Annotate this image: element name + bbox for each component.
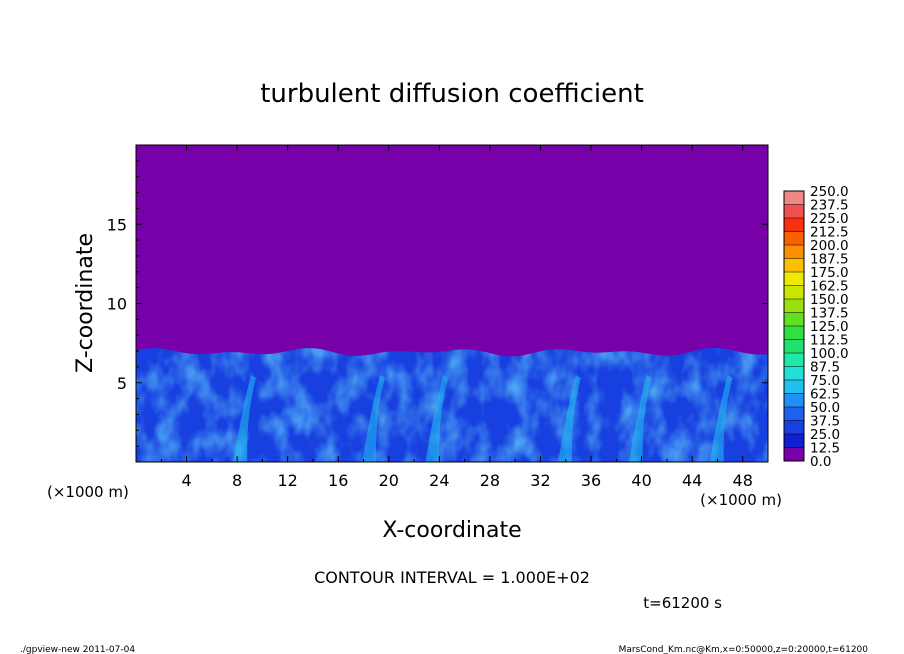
colorbar-swatch	[784, 447, 804, 461]
y-axis: 5 10 15	[107, 160, 768, 447]
colorbar-label: 237.5	[810, 198, 849, 214]
time-label: t=61200 s	[643, 594, 722, 612]
colorbar-label: 100.0	[810, 346, 849, 362]
colorbar-label: 250.0	[810, 184, 849, 200]
x-tick-label: 24	[429, 471, 449, 490]
colorbar-label: 125.0	[810, 319, 849, 335]
colorbar-swatch	[784, 407, 804, 421]
x-tick-label: 40	[631, 471, 651, 490]
x-tick-label: 28	[480, 471, 500, 490]
colorbar-label: 50.0	[810, 400, 840, 416]
updraft-plume	[709, 374, 733, 462]
colorbar-label: 175.0	[810, 265, 849, 281]
updraft-plume	[233, 374, 257, 462]
colorbar-swatch	[784, 420, 804, 434]
x-tick-label: 48	[733, 471, 753, 490]
x-tick-label: 8	[232, 471, 242, 490]
colorbar-swatch	[784, 353, 804, 367]
y-tick-label: 5	[117, 374, 127, 393]
colorbar-swatch	[784, 204, 804, 218]
updraft-plume	[558, 374, 581, 462]
x-tick-label: 4	[181, 471, 191, 490]
colorbar-label: 37.5	[810, 414, 840, 430]
y-tick-label: 15	[107, 215, 127, 234]
x-tick-label: 32	[530, 471, 550, 490]
colorbar-label: 62.5	[810, 387, 840, 403]
colorbar-swatch	[784, 312, 804, 326]
x-tick-label: 16	[328, 471, 348, 490]
y-tick-label: 10	[107, 295, 127, 314]
colorbar-swatch	[784, 245, 804, 259]
footer-left: ./gpview-new 2011-07-04	[20, 645, 135, 654]
x-tick-label: 20	[379, 471, 399, 490]
colorbar-label: 150.0	[810, 292, 849, 308]
colorbar-swatch	[784, 380, 804, 394]
updraft-plume	[628, 374, 652, 462]
updraft-plumes	[233, 374, 733, 462]
colorbar-label: 112.5	[810, 333, 849, 349]
colorbar-label: 212.5	[810, 225, 849, 241]
updraft-plume	[362, 374, 386, 462]
footer-right: MarsCond_Km.nc@Km,x=0:50000,z=0:20000,t=…	[619, 645, 869, 654]
y-axis-title: Z-coordinate	[73, 233, 98, 373]
colorbar-label: 200.0	[810, 238, 849, 254]
colorbar-swatch	[784, 191, 804, 205]
updraft-plume	[425, 374, 449, 462]
x-unit-label: (×1000 m)	[700, 491, 782, 509]
colorbar-swatch	[784, 258, 804, 272]
colorbar-label: 162.5	[810, 279, 849, 295]
colorbar-label: 87.5	[810, 360, 840, 376]
colorbar-swatch	[784, 272, 804, 286]
chart-title: turbulent diffusion coefficient	[260, 79, 644, 109]
colorbar-swatch	[784, 285, 804, 299]
colorbar-label: 225.0	[810, 211, 849, 227]
colorbar-swatch	[784, 339, 804, 353]
colorbar-swatch	[784, 299, 804, 313]
colorbar-swatch	[784, 231, 804, 245]
x-axis: 4 8 12 16 20 24 28 32 36 40 44 48	[160, 145, 753, 490]
colorbar: 0.012.525.037.550.062.575.087.5100.0112.…	[783, 184, 849, 470]
colorbar-swatch	[784, 434, 804, 448]
colorbar-label: 12.5	[810, 441, 840, 457]
x-axis-title: X-coordinate	[382, 518, 521, 543]
x-tick-label: 44	[682, 471, 702, 490]
colorbar-label: 25.0	[810, 427, 840, 443]
colorbar-swatch	[784, 366, 804, 380]
x-tick-label: 12	[278, 471, 298, 490]
x-tick-label: 36	[581, 471, 601, 490]
colorbar-swatch	[784, 393, 804, 407]
plot-area	[135, 144, 769, 463]
colorbar-label: 187.5	[810, 252, 849, 268]
colorbar-swatch	[784, 326, 804, 340]
contour-interval-label: CONTOUR INTERVAL = 1.000E+02	[314, 568, 590, 587]
colorbar-label: 137.5	[810, 306, 849, 322]
colorbar-swatch	[784, 218, 804, 232]
colorbar-label: 75.0	[810, 373, 840, 389]
colorbar-label: 0.0	[810, 454, 831, 470]
y-unit-label: (×1000 m)	[47, 483, 129, 501]
